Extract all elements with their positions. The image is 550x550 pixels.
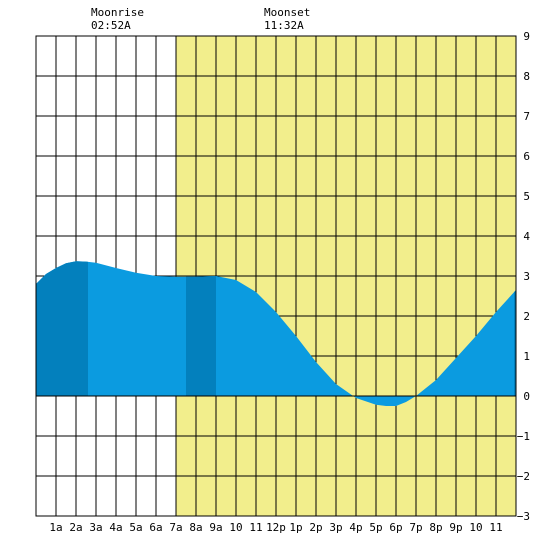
moonset-time: 11:32A (264, 19, 304, 32)
y-tick-label: −3 (517, 510, 530, 523)
grid-lines (36, 36, 516, 516)
x-tick-label: 12p (266, 521, 286, 534)
x-tick-label: 10 (469, 521, 482, 534)
x-tick-label: 10 (229, 521, 242, 534)
x-tick-label: 11 (249, 521, 262, 534)
y-axis-ticks: 9 8 7 6 5 4 3 2 1 0 −1 −2 −3 (517, 30, 531, 523)
x-tick-label: 4p (349, 521, 362, 534)
y-tick-label: 3 (523, 270, 530, 283)
y-tick-label: −1 (517, 430, 530, 443)
x-axis-ticks: 1a 2a 3a 4a 5a 6a 7a 8a 9a 10 11 12p 1p 2p 3p 4p 5p 6p 7p 8… (49, 521, 502, 534)
y-tick-label: 9 (523, 30, 530, 43)
moonset-label: Moonset (264, 6, 310, 19)
x-tick-label: 8a (189, 521, 202, 534)
moonrise-label: Moonrise (91, 6, 144, 19)
x-tick-label: 9a (209, 521, 222, 534)
x-tick-label: 5p (369, 521, 382, 534)
x-tick-label: 2a (69, 521, 82, 534)
y-tick-label: 2 (523, 310, 530, 323)
x-tick-label: 7p (409, 521, 422, 534)
y-tick-label: −2 (517, 470, 530, 483)
y-tick-label: 4 (523, 230, 530, 243)
x-tick-label: 6p (389, 521, 402, 534)
x-tick-label: 11 (489, 521, 502, 534)
x-tick-label: 9p (449, 521, 462, 534)
y-tick-label: 6 (523, 150, 530, 163)
y-tick-label: 1 (523, 350, 530, 363)
dark-band (186, 261, 216, 406)
x-tick-label: 4a (109, 521, 122, 534)
dark-bands (36, 261, 516, 406)
y-tick-label: 0 (523, 390, 530, 403)
x-tick-label: 2p (309, 521, 322, 534)
y-tick-label: 8 (523, 70, 530, 83)
plot-frame (35, 35, 517, 517)
tide-area (36, 261, 516, 406)
x-tick-label: 8p (429, 521, 442, 534)
x-tick-label: 1a (49, 521, 62, 534)
y-tick-label: 7 (523, 110, 530, 123)
y-tick-label: 5 (523, 190, 530, 203)
dark-band (514, 261, 516, 406)
x-tick-label: 6a (149, 521, 162, 534)
x-tick-label: 3a (89, 521, 102, 534)
x-tick-label: 7a (169, 521, 182, 534)
dark-band (36, 261, 88, 406)
x-tick-label: 5a (129, 521, 142, 534)
moonrise-time: 02:52A (91, 19, 131, 32)
x-tick-label: 1p (289, 521, 302, 534)
x-tick-label: 3p (329, 521, 342, 534)
